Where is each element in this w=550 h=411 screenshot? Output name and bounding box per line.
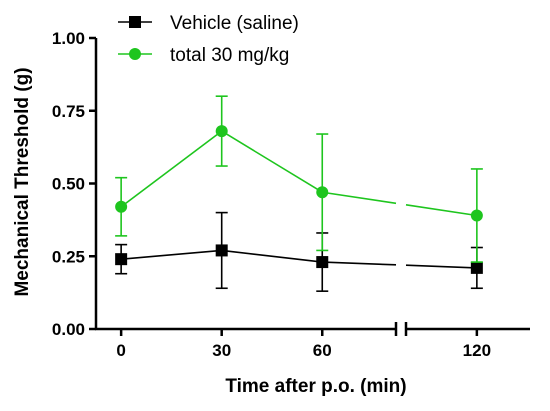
y-tick-label: 0.75 (52, 102, 85, 121)
data-point-circle (115, 200, 128, 213)
data-point-circle (316, 186, 329, 199)
data-point-square (115, 253, 128, 266)
legend-marker-square (129, 16, 141, 28)
data-point-square (316, 256, 329, 269)
data-point-circle (215, 125, 228, 138)
y-axis-title: Mechanical Threshold (g) (12, 67, 33, 296)
series-line (221, 249, 323, 263)
axes: 0.00 0.25 0.50 0.75 1.00 0 30 60 120 (52, 29, 530, 360)
y-tick-label: 1.00 (52, 29, 85, 48)
legend-label: total 30 mg/kg (170, 45, 289, 66)
series-vehicle (115, 211, 483, 292)
series-layer (115, 95, 483, 292)
x-axis-title: Time after p.o. (min) (225, 376, 406, 397)
series-line (405, 204, 477, 217)
series-line (221, 130, 323, 193)
legend: Vehicle (saline) total 30 mg/kg (118, 13, 299, 66)
series-line (322, 261, 397, 266)
y-tick-label: 0.25 (52, 247, 85, 266)
data-point-circle (470, 209, 483, 222)
x-tick-label: 120 (463, 341, 491, 360)
data-point-square (470, 261, 483, 274)
x-tick-label: 30 (212, 341, 231, 360)
y-tick-label: 0.00 (52, 320, 85, 339)
series-total (115, 95, 483, 263)
x-tick-label: 60 (313, 341, 332, 360)
y-tick-label: 0.50 (52, 175, 85, 194)
series-line (121, 249, 222, 260)
x-tick-label: 0 (116, 341, 125, 360)
legend-label: Vehicle (saline) (170, 13, 299, 34)
legend-marker-circle (129, 48, 141, 60)
series-line (322, 191, 397, 205)
series-line (405, 264, 477, 269)
data-point-square (215, 244, 228, 257)
series-line (120, 130, 223, 208)
